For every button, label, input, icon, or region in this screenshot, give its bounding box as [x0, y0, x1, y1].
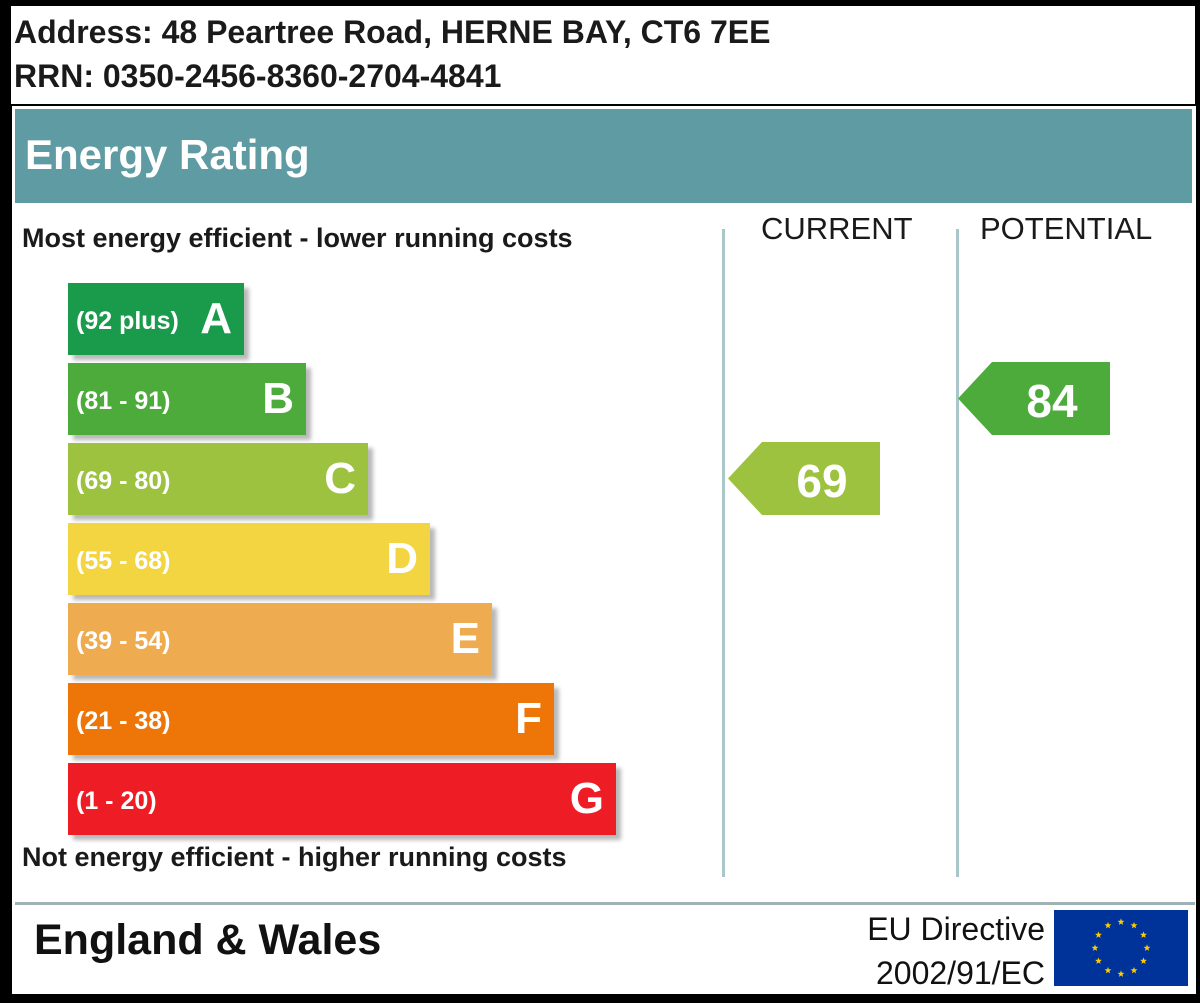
- eu-flag-icon: [1054, 910, 1188, 986]
- band-g: (1 - 20) G: [68, 763, 616, 835]
- band-letter-label: D: [386, 534, 418, 583]
- current-column-header: CURRENT: [761, 211, 913, 246]
- title-bar: Energy Rating: [15, 109, 1192, 203]
- eu-star: [1104, 966, 1112, 974]
- eu-star: [1130, 921, 1138, 929]
- caption-inefficient: Not energy efficient - higher running co…: [22, 842, 567, 872]
- band-range-label: (21 - 38): [76, 707, 171, 735]
- band-range-label: (92 plus): [76, 307, 179, 335]
- band-range-label: (1 - 20): [76, 787, 157, 815]
- current-column-divider: [722, 229, 725, 877]
- eu-star: [1143, 944, 1151, 951]
- footer-divider: [15, 902, 1195, 905]
- band-range-label: (81 - 91): [76, 387, 171, 415]
- band-range-label: (39 - 54): [76, 627, 171, 655]
- current-arrow-shape: [728, 442, 880, 515]
- band-d: (55 - 68) D: [68, 523, 430, 595]
- band-letter-label: B: [262, 374, 294, 423]
- eu-star: [1095, 957, 1102, 964]
- eu-star: [1140, 957, 1147, 964]
- page-title: Energy Rating: [25, 131, 310, 178]
- band-f: (21 - 38) F: [68, 683, 554, 755]
- energy-rating-panel: Energy Rating Most energy efficient - lo…: [12, 106, 1196, 994]
- band-range-label: (55 - 68): [76, 547, 171, 575]
- eu-star: [1104, 921, 1112, 929]
- eu-star: [1117, 970, 1125, 977]
- potential-column-header: POTENTIAL: [980, 211, 1153, 246]
- address-text: Address: 48 Peartree Road, HERNE BAY, CT…: [14, 14, 771, 50]
- band-c: (69 - 80) C: [68, 443, 368, 515]
- band-range-label: (69 - 80): [76, 467, 171, 495]
- band-letter-label: C: [324, 454, 356, 503]
- potential-rating-value: 84: [1026, 375, 1078, 427]
- eu-directive-line1: EU Directive: [867, 911, 1045, 947]
- eu-star: [1117, 918, 1125, 925]
- region-label: England & Wales: [34, 916, 382, 964]
- band-letter-label: E: [450, 614, 480, 663]
- band-a: (92 plus) A: [68, 283, 244, 355]
- eu-star: [1091, 944, 1099, 951]
- band-b: (81 - 91) B: [68, 363, 306, 435]
- current-rating-arrow: 69: [728, 442, 880, 515]
- property-header: Address: 48 Peartree Road, HERNE BAY, CT…: [11, 6, 1195, 104]
- eu-directive-line2: 2002/91/EC: [875, 955, 1045, 991]
- potential-column-divider: [956, 229, 959, 877]
- current-rating-value: 69: [796, 455, 848, 507]
- eu-star: [1140, 931, 1147, 938]
- band-letter-label: F: [515, 694, 542, 743]
- band-letter-label: A: [200, 294, 232, 343]
- potential-arrow-shape: [958, 362, 1110, 435]
- band-letter-label: G: [569, 774, 604, 823]
- caption-efficient: Most energy efficient - lower running co…: [22, 223, 573, 253]
- eu-star: [1095, 931, 1102, 938]
- eu-directive-label: EU Directive 2002/91/EC: [855, 907, 1045, 995]
- band-e: (39 - 54) E: [68, 603, 492, 675]
- eu-star: [1130, 966, 1138, 974]
- rrn-text: RRN: 0350-2456-8360-2704-4841: [14, 58, 502, 94]
- potential-rating-arrow: 84: [958, 362, 1110, 435]
